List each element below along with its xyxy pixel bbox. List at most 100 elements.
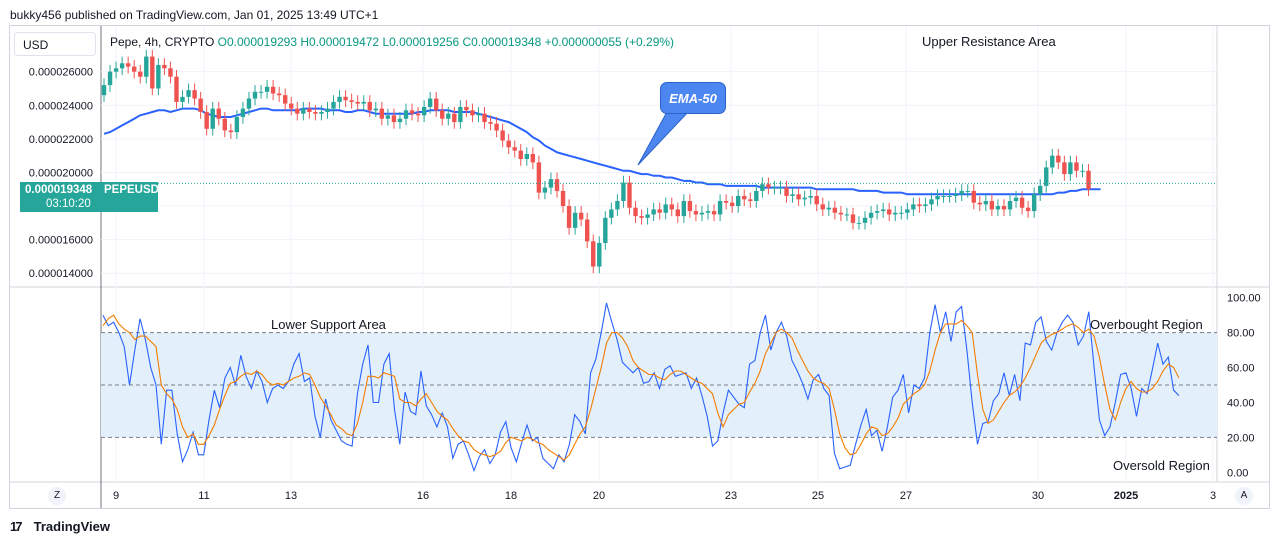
- time-tick-label: 9: [113, 490, 119, 502]
- time-tick-label: 3: [1210, 490, 1216, 502]
- candle-body: [615, 201, 620, 210]
- candle-body: [868, 212, 874, 218]
- candle-body: [1050, 155, 1055, 168]
- candle-body: [464, 106, 469, 111]
- candle-body: [832, 207, 838, 213]
- candle-body: [355, 101, 360, 104]
- price-tick-label: 0.000014000: [29, 268, 93, 280]
- candle-body: [778, 187, 783, 189]
- candle-body: [669, 204, 674, 210]
- candle-body: [379, 108, 385, 119]
- candle-body: [476, 113, 481, 116]
- candle-body: [1068, 162, 1073, 175]
- candle-body: [736, 195, 741, 207]
- candle-body: [772, 187, 777, 189]
- candle-body: [687, 201, 693, 212]
- currency-selector[interactable]: USD: [14, 32, 96, 56]
- candle-body: [512, 147, 517, 151]
- candle-body: [947, 195, 952, 197]
- candle-body: [125, 63, 131, 67]
- candle-body: [313, 111, 318, 114]
- candle-body: [572, 212, 578, 228]
- candle-body: [856, 222, 862, 224]
- candle-body: [850, 214, 856, 223]
- candle-body: [446, 113, 451, 119]
- candle-body: [711, 211, 717, 215]
- legend-symbol[interactable]: Pepe, 4h, CRYPTO: [110, 35, 215, 49]
- candle-body: [542, 187, 548, 193]
- candle-body: [325, 108, 330, 112]
- candle-body: [887, 209, 892, 215]
- candle-body: [838, 212, 844, 215]
- candle-body: [627, 182, 632, 208]
- symbol-legend: Pepe, 4h, CRYPTO O0.000019293 H0.0000194…: [110, 35, 674, 49]
- candle-body: [440, 110, 445, 119]
- candle-body: [585, 219, 590, 242]
- candle-body: [427, 98, 433, 107]
- candle-body: [959, 190, 964, 195]
- candle-body: [705, 211, 711, 213]
- candle-body: [893, 212, 898, 215]
- candle-body: [150, 56, 155, 89]
- candle-body: [119, 63, 125, 69]
- candle-body: [802, 197, 807, 200]
- candle-body: [1062, 162, 1067, 175]
- candle-body: [222, 118, 227, 131]
- candle-body: [180, 96, 185, 102]
- candle-body: [421, 106, 427, 116]
- candle-body: [373, 108, 378, 111]
- candle-body: [1056, 155, 1061, 163]
- candle-body: [693, 211, 699, 215]
- candle-body: [246, 98, 252, 109]
- candle-body: [283, 95, 288, 104]
- candle-body: [1044, 167, 1049, 186]
- candle-body: [941, 195, 946, 197]
- candle-body: [578, 212, 584, 220]
- candle-body: [385, 115, 391, 119]
- candle-body: [814, 195, 819, 205]
- candle-body: [820, 204, 825, 210]
- last-price-symbol: PEPEUSD: [104, 184, 159, 196]
- legend-ohlc: O0.000019293 H0.000019472 L0.000019256 C…: [217, 35, 675, 49]
- candle-body: [270, 86, 276, 94]
- tradingview-brand: TradingView: [33, 519, 110, 534]
- candle-body: [862, 217, 868, 223]
- candle-body: [1074, 162, 1079, 171]
- candle-body: [403, 110, 409, 119]
- candle-body: [264, 86, 270, 92]
- candle-body: [911, 204, 916, 210]
- candle-body: [681, 201, 687, 217]
- candle-body: [953, 194, 958, 196]
- stoch-d-line: [102, 314, 1180, 461]
- candle-body: [548, 179, 554, 188]
- candle-body: [500, 130, 505, 141]
- auto-scale-button[interactable]: A: [1235, 487, 1253, 505]
- candle-body: [488, 122, 493, 124]
- oscillator-tick-label: 100.00: [1227, 293, 1261, 305]
- candle-body: [415, 113, 421, 116]
- candle-body: [228, 130, 234, 133]
- candle-body: [331, 101, 336, 109]
- candle-body: [530, 153, 536, 163]
- candle-body: [808, 195, 813, 198]
- candle-body: [560, 190, 566, 207]
- candle-body: [204, 111, 209, 129]
- tradingview-logo-icon: 17: [10, 519, 22, 534]
- ema-50-line: [103, 107, 1101, 196]
- candle-body: [470, 110, 475, 116]
- price-tick-label: 0.000026000: [29, 67, 93, 79]
- time-tick-label: 2025: [1114, 490, 1138, 502]
- candle-body: [1019, 197, 1025, 208]
- candle-body: [971, 190, 976, 203]
- candle-body: [252, 91, 258, 99]
- candle-body: [633, 207, 638, 217]
- candle-body: [754, 190, 759, 202]
- zoom-button[interactable]: Z: [48, 487, 66, 505]
- candle-body: [113, 68, 119, 72]
- candle-body: [367, 101, 372, 111]
- candle-body: [240, 108, 246, 118]
- candle-body: [210, 108, 215, 129]
- candle-body: [452, 113, 457, 123]
- tradingview-footer: 17 TradingView: [10, 519, 110, 534]
